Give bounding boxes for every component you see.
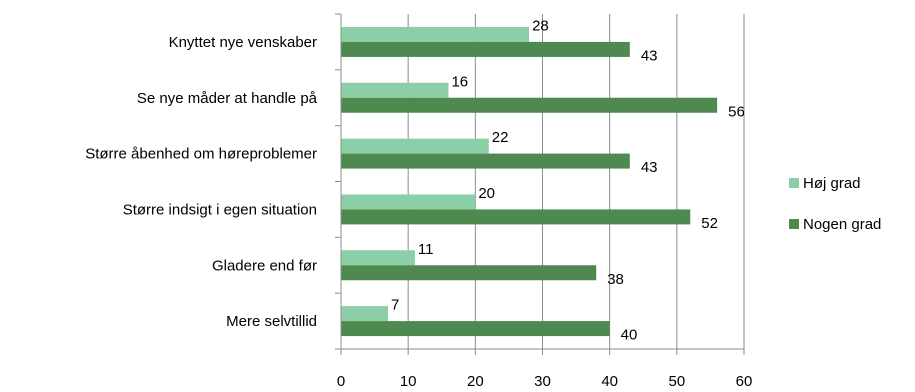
bar-nogen-grad-3: [341, 209, 691, 225]
data-label-nogen-grad-0: 43: [641, 47, 658, 64]
bar-hoej-grad-1: [341, 82, 449, 98]
legend-label-nogen-grad: Nogen grad: [803, 216, 881, 233]
bars: [341, 26, 718, 337]
data-label-hoej-grad-3: 20: [478, 185, 495, 202]
data-label-nogen-grad-3: 52: [701, 215, 718, 232]
data-label-hoej-grad-0: 28: [532, 17, 549, 34]
bar-nogen-grad-4: [341, 265, 597, 281]
legend: Høj grad Nogen grad: [789, 175, 881, 233]
bar-nogen-grad-1: [341, 97, 718, 113]
axes: [335, 13, 745, 355]
category-label-2: Større åbenhed om høreproblemer: [85, 146, 317, 163]
bar-hoej-grad-4: [341, 250, 415, 266]
x-tick-label-20: 20: [467, 373, 484, 390]
data-label-nogen-grad-1: 56: [728, 103, 745, 120]
data-label-hoej-grad-2: 22: [492, 129, 509, 146]
x-tick-label-40: 40: [601, 373, 618, 390]
category-label-5: Mere selvtillid: [226, 313, 317, 330]
x-tick-label-50: 50: [668, 373, 685, 390]
x-tick-label-30: 30: [534, 373, 551, 390]
gridlines: [407, 14, 745, 349]
legend-swatch-nogen-grad: [789, 219, 799, 229]
labels: 0 10 20 30 40 50 60 Knyttet nye venskaber 28 43 Se…: [85, 17, 752, 390]
legend-label-hoej-grad: Høj grad: [803, 175, 861, 192]
data-label-nogen-grad-4: 38: [607, 271, 624, 288]
bar-nogen-grad-2: [341, 153, 630, 169]
legend-swatch-hoej-grad: [789, 178, 799, 188]
category-label-4: Gladere end før: [212, 257, 317, 274]
x-tick-label-0: 0: [337, 373, 345, 390]
bar-nogen-grad-5: [341, 321, 610, 337]
data-label-hoej-grad-5: 7: [391, 297, 399, 314]
bar-nogen-grad-0: [341, 41, 630, 57]
data-label-hoej-grad-1: 16: [451, 73, 468, 90]
category-label-0: Knyttet nye venskaber: [169, 34, 317, 51]
bar-hoej-grad-3: [341, 194, 476, 210]
data-label-nogen-grad-5: 40: [621, 327, 638, 344]
bar-hoej-grad-0: [341, 26, 530, 42]
data-label-hoej-grad-4: 11: [418, 241, 434, 258]
data-label-nogen-grad-2: 43: [641, 159, 658, 176]
x-tick-label-60: 60: [736, 373, 753, 390]
category-label-3: Større indsigt i egen situation: [123, 201, 317, 218]
bar-hoej-grad-2: [341, 138, 489, 154]
category-label-1: Se nye måder at handle på: [137, 90, 318, 107]
x-tick-label-10: 10: [400, 373, 417, 390]
bar-hoej-grad-5: [341, 306, 389, 322]
